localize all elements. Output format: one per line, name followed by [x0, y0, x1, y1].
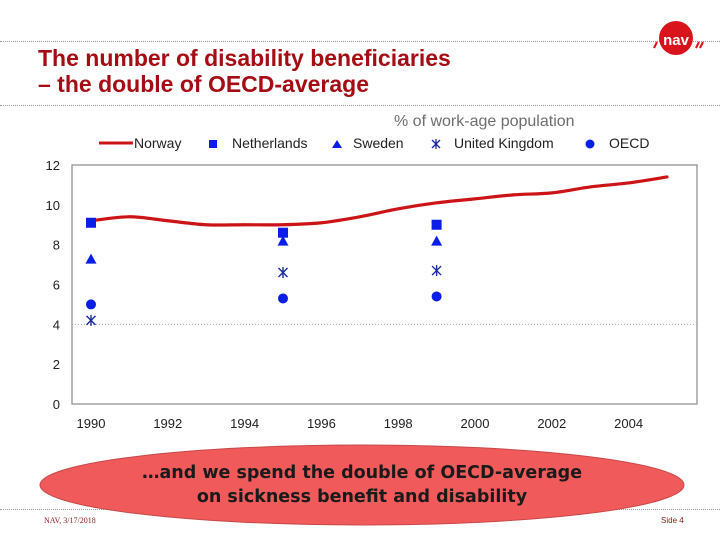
chart-subtitle: % of work-age population [394, 113, 575, 130]
legend-item-norway: Norway [98, 135, 181, 151]
slide-title-line1: The number of disability beneficiaries [38, 45, 451, 71]
y-tick-label: 4 [53, 317, 60, 332]
y-tick-label: 2 [53, 357, 60, 372]
callout-line2: on sickness benefit and disability [196, 487, 528, 507]
x-tick-label: 1998 [384, 416, 413, 431]
x-tick-label: 2000 [461, 416, 490, 431]
legend-label: Norway [134, 135, 182, 151]
data-point-oecd [278, 293, 288, 304]
nav-logo-circle [659, 21, 693, 55]
x-tick-label: 1994 [230, 416, 259, 431]
header-divider-top [0, 41, 720, 42]
data-point-netherlands [86, 217, 96, 228]
data-point-netherlands [431, 219, 442, 230]
callout-ellipse [39, 444, 685, 526]
x-tick-label: 2002 [537, 416, 566, 431]
data-point-sweden [277, 235, 289, 246]
data-point-united-kingdom [278, 267, 288, 279]
y-tick-label: 8 [53, 238, 60, 253]
header-divider-bottom [0, 105, 720, 106]
footer-date: NAV, 3/17/2018 [44, 516, 96, 525]
legend-triangle-icon [332, 140, 342, 148]
series-line-norway [89, 175, 669, 227]
footer-page-number: Side 4 [661, 516, 684, 525]
nav-logo-text: nav [663, 32, 690, 49]
callout-text: …and we spend the double of OECD-average… [38, 461, 686, 509]
legend-label: Netherlands [232, 135, 308, 151]
data-point-united-kingdom [86, 314, 96, 326]
legend-circle-icon [585, 139, 595, 149]
legend-label: United Kingdom [454, 135, 554, 151]
legend-label: OECD [609, 135, 650, 151]
callout-line1: …and we spend the double of OECD-average [141, 463, 583, 483]
data-point-netherlands [278, 227, 288, 238]
legend-item-sweden: Sweden [331, 135, 404, 151]
legend-asterisk-icon [431, 139, 441, 149]
plot-frame [71, 164, 698, 405]
y-tick-label: 10 [46, 198, 60, 213]
legend-label: Sweden [353, 135, 404, 151]
x-tick-label: 1992 [153, 416, 182, 431]
legend-item-oecd: OECD [584, 135, 649, 151]
x-tick-label: 1990 [77, 416, 106, 431]
nav-logo: nav [653, 21, 704, 55]
legend-line-icon [99, 141, 133, 145]
slide-title: The number of disability beneficiaries –… [38, 45, 451, 97]
slide-title-line2: – the double of OECD-average [38, 71, 370, 97]
y-tick-label: 0 [53, 397, 60, 412]
data-point-sweden [431, 235, 443, 246]
y-tick-label: 12 [46, 158, 60, 173]
x-tick-label: 2004 [614, 416, 643, 431]
legend-item-netherlands: Netherlands [208, 135, 308, 151]
x-tick-label: 1996 [307, 416, 336, 431]
data-point-oecd [86, 299, 96, 310]
legend-square-icon [209, 140, 217, 148]
legend-item-united-kingdom: United Kingdom [430, 135, 554, 151]
data-point-sweden [85, 253, 97, 264]
data-point-united-kingdom [431, 265, 442, 277]
data-point-oecd [431, 291, 442, 302]
y-tick-label: 6 [53, 278, 60, 293]
